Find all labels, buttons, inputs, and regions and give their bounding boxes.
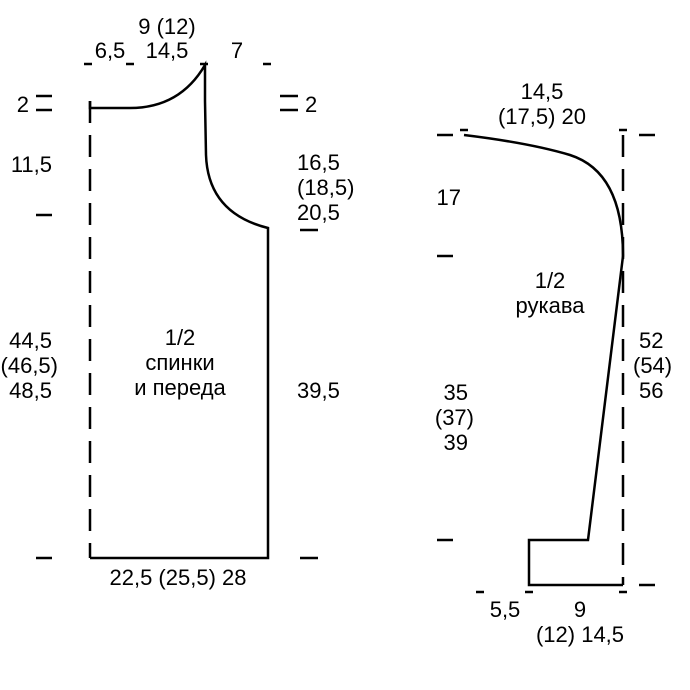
sleeve-title-l1: 1/2 bbox=[535, 268, 566, 293]
body-title-l3: и переда bbox=[134, 375, 226, 400]
meas-top-mid1: 9 (12) bbox=[138, 14, 195, 39]
meas-sleeve-bl: 5,5 bbox=[490, 597, 521, 622]
sleeve-title-l2: рукава bbox=[515, 293, 585, 318]
meas-top-mid2: 14,5 bbox=[146, 38, 189, 63]
meas-sleeve-54: (54) bbox=[633, 353, 672, 378]
meas-right-16-5: 16,5 bbox=[297, 150, 340, 175]
meas-sleeve-br2: (12) 14,5 bbox=[536, 622, 624, 647]
meas-right-39-5: 39,5 bbox=[297, 378, 340, 403]
meas-right-20-5: 20,5 bbox=[297, 200, 340, 225]
meas-sleeve-52: 52 bbox=[639, 328, 663, 353]
meas-sleeve-35: 35 bbox=[444, 380, 468, 405]
meas-right-18-5: (18,5) bbox=[297, 175, 354, 200]
meas-sleeve-37: (37) bbox=[435, 405, 474, 430]
sleeve-piece: 14,5 (17,5) 20 17 35 (37) 39 52 (54) 56 … bbox=[435, 79, 672, 647]
schematic-svg: 6,5 9 (12) 14,5 7 2 2 11,5 16,5 (18,5) 2… bbox=[0, 0, 690, 690]
meas-right-2: 2 bbox=[305, 92, 317, 117]
meas-top-right: 7 bbox=[231, 38, 243, 63]
meas-sleeve-56: 56 bbox=[639, 378, 663, 403]
body-title-l1: 1/2 bbox=[165, 325, 196, 350]
meas-left-2: 2 bbox=[17, 92, 29, 117]
sleeve-outline bbox=[464, 135, 623, 585]
meas-sleeve-top1: 14,5 bbox=[521, 79, 564, 104]
meas-top-left: 6,5 bbox=[95, 38, 126, 63]
meas-left-48-5: 48,5 bbox=[9, 378, 52, 403]
meas-left-44-5: 44,5 bbox=[9, 328, 52, 353]
body-piece: 6,5 9 (12) 14,5 7 2 2 11,5 16,5 (18,5) 2… bbox=[1, 14, 355, 590]
meas-sleeve-39: 39 bbox=[444, 430, 468, 455]
body-outline bbox=[90, 65, 268, 558]
meas-sleeve-top2: (17,5) 20 bbox=[498, 104, 586, 129]
meas-left-46-5: (46,5) bbox=[1, 353, 58, 378]
meas-bottom: 22,5 (25,5) 28 bbox=[110, 565, 247, 590]
meas-sleeve-17: 17 bbox=[437, 185, 461, 210]
body-title-l2: спинки bbox=[145, 350, 214, 375]
meas-sleeve-br1: 9 bbox=[574, 597, 586, 622]
meas-left-11-5: 11,5 bbox=[11, 152, 52, 177]
